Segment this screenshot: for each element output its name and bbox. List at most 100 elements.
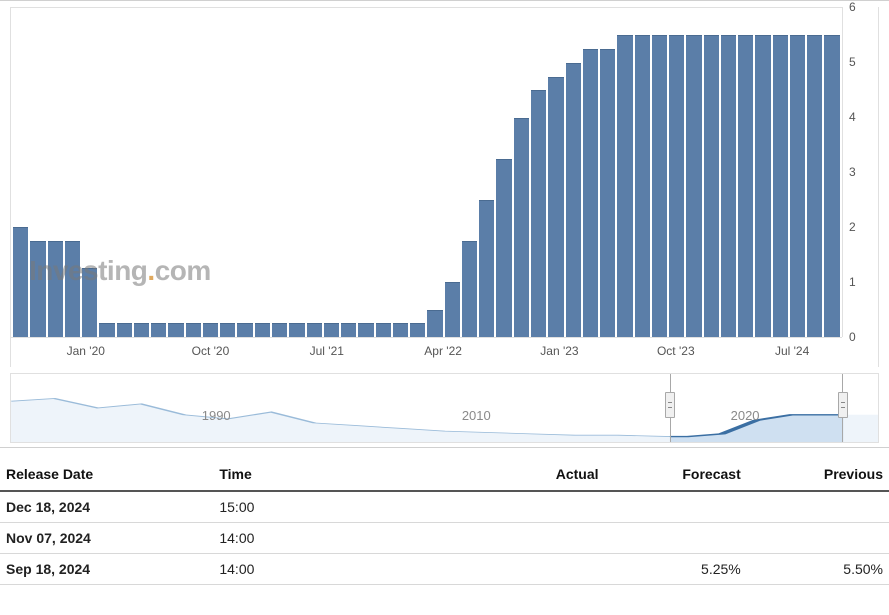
y-tick-label: 5 <box>849 55 856 69</box>
plot-area: Investing.com <box>11 7 842 337</box>
y-tick-label: 6 <box>849 0 856 14</box>
col-header-previous: Previous <box>747 458 889 491</box>
bar[interactable] <box>186 323 201 337</box>
cell-previous: 5.50% <box>747 554 889 585</box>
bar[interactable] <box>462 241 477 337</box>
bar[interactable] <box>255 323 270 337</box>
cell-previous <box>747 491 889 523</box>
bar[interactable] <box>427 310 442 337</box>
y-axis: 0123456 <box>842 7 878 337</box>
bar[interactable] <box>376 323 391 337</box>
cell-time: 14:00 <box>213 523 462 554</box>
table-row[interactable]: Nov 07, 202414:00 <box>0 523 889 554</box>
bar[interactable] <box>237 323 252 337</box>
bar[interactable] <box>807 35 822 337</box>
y-tick-label: 1 <box>849 275 856 289</box>
bar[interactable] <box>410 323 425 337</box>
col-header-date: Release Date <box>0 458 213 491</box>
x-tick-label: Jan '20 <box>67 344 105 358</box>
bar[interactable] <box>289 323 304 337</box>
bar[interactable] <box>324 323 339 337</box>
cell-previous <box>747 523 889 554</box>
x-tick-label: Oct '20 <box>192 344 230 358</box>
bar[interactable] <box>203 323 218 337</box>
col-header-time: Time <box>213 458 462 491</box>
y-tick-label: 4 <box>849 110 856 124</box>
navigator-year-label: 1990 <box>202 408 231 423</box>
bar[interactable] <box>307 323 322 337</box>
bar[interactable] <box>790 35 805 337</box>
bar[interactable] <box>341 323 356 337</box>
bar[interactable] <box>755 35 770 337</box>
bar[interactable] <box>617 35 632 337</box>
bar[interactable] <box>151 323 166 337</box>
cell-forecast: 5.25% <box>605 554 747 585</box>
bar[interactable] <box>479 200 494 337</box>
navigator-handle-right[interactable] <box>838 392 848 418</box>
bar[interactable] <box>445 282 460 337</box>
bar[interactable] <box>600 49 615 337</box>
bar[interactable] <box>686 35 701 337</box>
cell-forecast <box>605 523 747 554</box>
navigator-handle-left[interactable] <box>665 392 675 418</box>
bar[interactable] <box>773 35 788 337</box>
x-tick-label: Oct '23 <box>657 344 695 358</box>
bar[interactable] <box>358 323 373 337</box>
bar[interactable] <box>65 241 80 337</box>
bar[interactable] <box>514 118 529 337</box>
bar[interactable] <box>583 49 598 337</box>
x-tick-label: Apr '22 <box>424 344 462 358</box>
bar[interactable] <box>168 323 183 337</box>
bar[interactable] <box>99 323 114 337</box>
y-tick-label: 0 <box>849 330 856 344</box>
bar[interactable] <box>117 323 132 337</box>
cell-actual <box>462 491 604 523</box>
cell-forecast <box>605 491 747 523</box>
table-row[interactable]: Sep 18, 202414:00 5.25%5.50% <box>0 554 889 585</box>
bar[interactable] <box>669 35 684 337</box>
table-body: Dec 18, 202415:00Nov 07, 202414:00Sep 18… <box>0 491 889 585</box>
bar[interactable] <box>393 323 408 337</box>
bar[interactable] <box>13 227 28 337</box>
bar[interactable] <box>566 63 581 337</box>
x-tick-label: Jul '24 <box>775 344 809 358</box>
x-tick-label: Jan '23 <box>540 344 578 358</box>
x-tick-label: Jul '21 <box>310 344 344 358</box>
navigator[interactable]: 199020102020 <box>10 373 879 443</box>
cell-date: Sep 18, 2024 <box>0 554 213 585</box>
bar[interactable] <box>738 35 753 337</box>
bar[interactable] <box>824 35 839 337</box>
bar[interactable] <box>496 159 511 337</box>
bar[interactable] <box>635 35 650 337</box>
navigator-year-label: 2010 <box>462 408 491 423</box>
bar[interactable] <box>134 323 149 337</box>
bar[interactable] <box>548 77 563 337</box>
main-bar-chart: Investing.com 0123456 Jan '20Oct '20Jul … <box>10 7 879 367</box>
bars-container <box>13 8 840 337</box>
bar[interactable] <box>652 35 667 337</box>
cell-time: 15:00 <box>213 491 462 523</box>
release-table: Release Date Time Actual Forecast Previo… <box>0 458 889 585</box>
chart-panel: Investing.com 0 1 2 3 4 5 6 Jan '20 Oct '20 Jul … <box>0 0 889 448</box>
x-axis: Jan '20 Oct '20 Jul '21 Apr '22 Jan '23 Oct '… <box>11 337 842 367</box>
bar[interactable] <box>220 323 235 337</box>
y-tick-label: 3 <box>849 165 856 179</box>
col-header-actual: Actual <box>462 458 604 491</box>
table-row[interactable]: Dec 18, 202415:00 <box>0 491 889 523</box>
bar[interactable] <box>30 241 45 337</box>
cell-time: 14:00 <box>213 554 462 585</box>
bar[interactable] <box>272 323 287 337</box>
bar[interactable] <box>721 35 736 337</box>
cell-date: Nov 07, 2024 <box>0 523 213 554</box>
cell-date: Dec 18, 2024 <box>0 491 213 523</box>
bar[interactable] <box>704 35 719 337</box>
bar[interactable] <box>531 90 546 337</box>
table-header-row: Release Date Time Actual Forecast Previo… <box>0 458 889 491</box>
navigator-window[interactable] <box>670 374 843 442</box>
bar[interactable] <box>48 241 63 337</box>
col-header-forecast: Forecast <box>605 458 747 491</box>
cell-actual <box>462 554 604 585</box>
y-tick-label: 2 <box>849 220 856 234</box>
cell-actual <box>462 523 604 554</box>
bar[interactable] <box>82 268 97 337</box>
